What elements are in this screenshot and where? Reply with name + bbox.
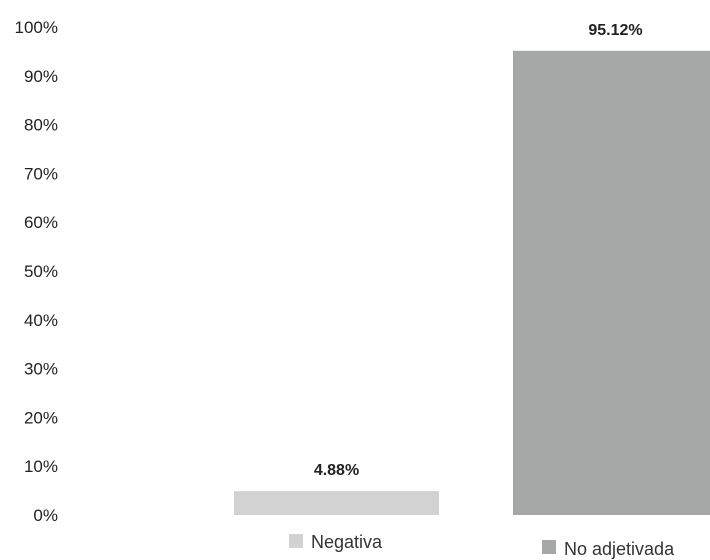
y-axis: 0% 10% 20% 30% 40% 50% 60% 70% 80% 90% 100% <box>15 18 58 525</box>
legend: Negativa No adjetivada <box>289 532 675 559</box>
legend-swatch <box>542 540 556 554</box>
y-tick-label: 30% <box>24 360 58 379</box>
data-label: 4.88% <box>314 462 359 479</box>
data-labels: 4.88% 95.12% <box>314 22 643 479</box>
y-tick-label: 60% <box>24 213 58 232</box>
y-tick-label: 10% <box>24 457 58 476</box>
bars <box>234 50 710 516</box>
legend-item-negativa: Negativa <box>289 532 383 552</box>
bar-no-adjetivada <box>513 50 710 516</box>
legend-label: No adjetivada <box>564 539 675 559</box>
y-tick-label: 40% <box>24 311 58 330</box>
y-tick-label: 70% <box>24 164 58 183</box>
legend-item-no-adjetivada: No adjetivada <box>542 539 675 559</box>
y-tick-label: 90% <box>24 67 58 86</box>
y-tick-label: 80% <box>24 116 58 135</box>
y-tick-label: 0% <box>33 506 58 525</box>
y-tick-label: 50% <box>24 262 58 281</box>
bar-negativa <box>234 491 439 515</box>
data-label: 95.12% <box>588 22 642 39</box>
y-tick-label: 100% <box>15 18 58 37</box>
legend-label: Negativa <box>311 532 383 552</box>
legend-swatch <box>289 534 303 548</box>
y-tick-label: 20% <box>24 408 58 427</box>
